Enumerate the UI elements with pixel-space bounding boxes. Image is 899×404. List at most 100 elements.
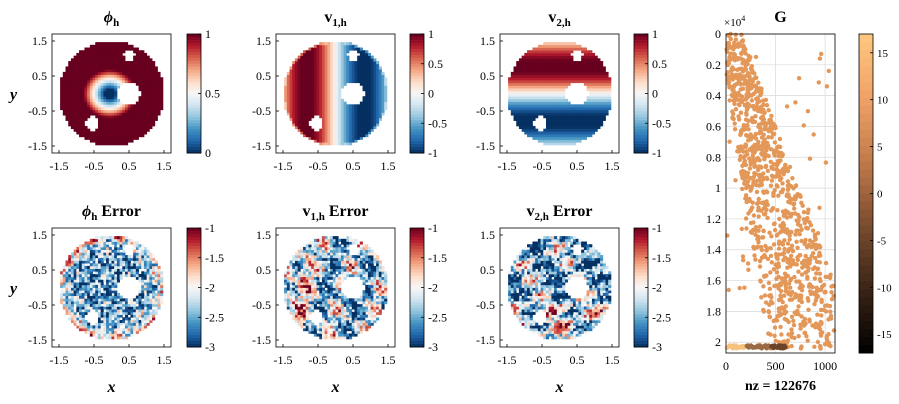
- heatmap-cell: [521, 90, 525, 94]
- heatmap-cell: [567, 123, 571, 127]
- heatmap-cell: [138, 295, 142, 299]
- heatmap-cell: [289, 107, 293, 111]
- heatmap-cell: [524, 74, 528, 78]
- heatmap-cell: [92, 284, 96, 288]
- heatmap-cell: [384, 104, 388, 108]
- heatmap-cell: [567, 131, 571, 135]
- heatmap-cell: [527, 107, 531, 111]
- heatmap-cell: [92, 306, 96, 310]
- heatmap-cell: [141, 109, 145, 113]
- heatmap-cell: [284, 273, 288, 278]
- heatmap-cell: [349, 47, 353, 51]
- heatmap-cell: [308, 50, 312, 54]
- heatmap-cell: [311, 88, 315, 92]
- heatmap-cell: [284, 301, 288, 305]
- heatmap-cell: [311, 131, 315, 135]
- heatmap-cell: [79, 58, 83, 62]
- heatmap-cell: [384, 93, 388, 97]
- heatmap-cell: [116, 66, 121, 70]
- heatmap-cell: [311, 292, 315, 297]
- heatmap-cell: [97, 246, 102, 251]
- heatmap-cell: [349, 71, 353, 75]
- heatmap-cell: [357, 55, 361, 59]
- heatmap-cell: [125, 301, 129, 305]
- heatmap-cell: [95, 249, 99, 253]
- heatmap-cell: [316, 284, 320, 288]
- heatmap-cell: [349, 136, 353, 140]
- heatmap-cell: [357, 136, 361, 140]
- heatmap-cell: [103, 287, 107, 291]
- heatmap-cell: [70, 101, 75, 105]
- heatmap-cell: [324, 63, 328, 67]
- heatmap-cell: [559, 96, 563, 100]
- heatmap-cell: [567, 50, 571, 54]
- heatmap-cell: [311, 58, 315, 62]
- heatmap-cell: [73, 268, 77, 272]
- heatmap-cell: [111, 50, 115, 54]
- heatmap-cell: [79, 88, 83, 92]
- heatmap-cell: [300, 292, 304, 297]
- heatmap-cell: [608, 88, 612, 92]
- heatmap-cell: [554, 82, 558, 86]
- heatmap-cell: [97, 134, 102, 138]
- heatmap-cell: [575, 79, 579, 84]
- heatmap-cell: [149, 90, 153, 94]
- heatmap-cell: [583, 74, 587, 78]
- heatmap-cell: [108, 125, 112, 130]
- colorbar-swatch: [187, 126, 201, 130]
- heatmap-cell: [127, 125, 131, 130]
- heatmap-cell: [521, 63, 525, 67]
- heatmap-cell: [537, 104, 541, 108]
- heatmap-cell: [297, 252, 301, 256]
- heatmap-cell: [540, 77, 544, 81]
- heatmap-cell: [95, 276, 99, 280]
- heatmap-cell: [543, 44, 547, 48]
- heatmap-cell: [154, 82, 158, 86]
- heatmap-cell: [119, 244, 123, 248]
- heatmap-cell: [543, 142, 547, 146]
- heatmap-cell: [65, 311, 69, 315]
- heatmap-cell: [100, 311, 104, 315]
- heatmap-cell: [119, 336, 123, 340]
- heatmap-cell: [294, 295, 299, 299]
- heatmap-cell: [535, 96, 539, 100]
- heatmap-cell: [73, 85, 77, 89]
- colorbar-swatch: [187, 150, 201, 154]
- heatmap-cell: [133, 241, 137, 245]
- heatmap-cell: [79, 55, 83, 59]
- heatmap-cell: [114, 71, 118, 75]
- heatmap-cell: [65, 112, 69, 116]
- heatmap-cell: [570, 55, 574, 59]
- heatmap-cell: [559, 120, 563, 124]
- heatmap-cell: [284, 107, 288, 111]
- heatmap-cell: [305, 88, 309, 92]
- heatmap-cell: [135, 319, 139, 324]
- heatmap-cell: [527, 90, 531, 94]
- axes-frame: [51, 33, 172, 154]
- heatmap-cell: [108, 42, 112, 46]
- heatmap-cell: [116, 330, 121, 334]
- heatmap-cell: [551, 117, 555, 121]
- heatmap-cell: [602, 98, 606, 103]
- heatmap-cell: [370, 79, 374, 84]
- heatmap-cell: [300, 71, 304, 75]
- heatmap-cell: [95, 98, 99, 103]
- heatmap-cell: [545, 134, 550, 138]
- heatmap-cell: [321, 328, 326, 332]
- heatmap-cell: [284, 101, 288, 105]
- heatmap-cell: [146, 120, 150, 124]
- y-tick-label: -0.5: [476, 104, 495, 118]
- heatmap-cell: [111, 295, 115, 299]
- heatmap-cell: [313, 241, 317, 245]
- heatmap-cell: [294, 93, 299, 97]
- heatmap-cell: [308, 58, 312, 62]
- heatmap-cell: [586, 104, 590, 108]
- heatmap-cell: [330, 109, 334, 113]
- heatmap-cell: [160, 301, 164, 305]
- heatmap-cell: [376, 107, 380, 111]
- heatmap-cell: [524, 82, 528, 86]
- heatmap-cell: [135, 79, 139, 84]
- heatmap-cell: [518, 93, 523, 97]
- heatmap-cell: [119, 69, 123, 73]
- heatmap-cell: [70, 96, 75, 100]
